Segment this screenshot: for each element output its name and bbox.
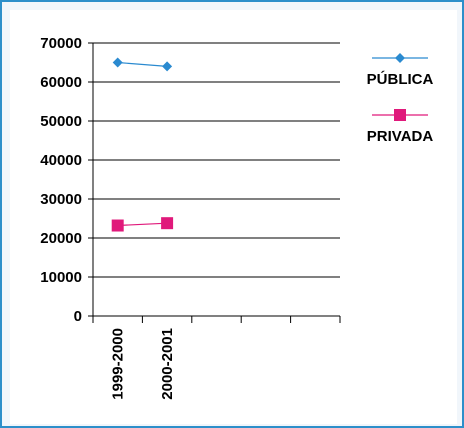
x-axis-tick-labels: 1999-2000 2000-2001	[110, 328, 176, 400]
square-marker	[161, 217, 174, 230]
square-marker	[394, 109, 406, 121]
y-tick-label: 60000	[40, 74, 82, 91]
axes	[88, 42, 341, 323]
series-line	[117, 222, 168, 227]
y-axis-tick-labels: 0 10000 20000 30000 40000 50000 60000 70000	[40, 35, 82, 325]
square-marker	[111, 219, 124, 232]
y-tick-label: 70000	[40, 35, 82, 52]
legend-label: PÚBLICA	[367, 70, 434, 88]
y-tick-label: 0	[74, 308, 82, 325]
y-tick-label: 10000	[40, 269, 82, 286]
series-layer	[111, 57, 174, 232]
y-tick-label: 20000	[40, 230, 82, 247]
series-line	[117, 61, 168, 67]
x-tick-label: 2000-2001	[159, 328, 176, 400]
y-tick-label: 50000	[40, 113, 82, 130]
gridlines	[93, 42, 340, 278]
y-tick-label: 40000	[40, 152, 82, 169]
diamond-marker	[112, 57, 123, 68]
x-tick-label: 1999-2000	[110, 328, 127, 400]
diamond-marker	[395, 53, 405, 63]
legend: PÚBLICA PRIVADA	[355, 41, 445, 161]
diamond-marker	[162, 61, 173, 72]
y-tick-label: 30000	[40, 191, 82, 208]
legend-label: PRIVADA	[367, 128, 434, 145]
